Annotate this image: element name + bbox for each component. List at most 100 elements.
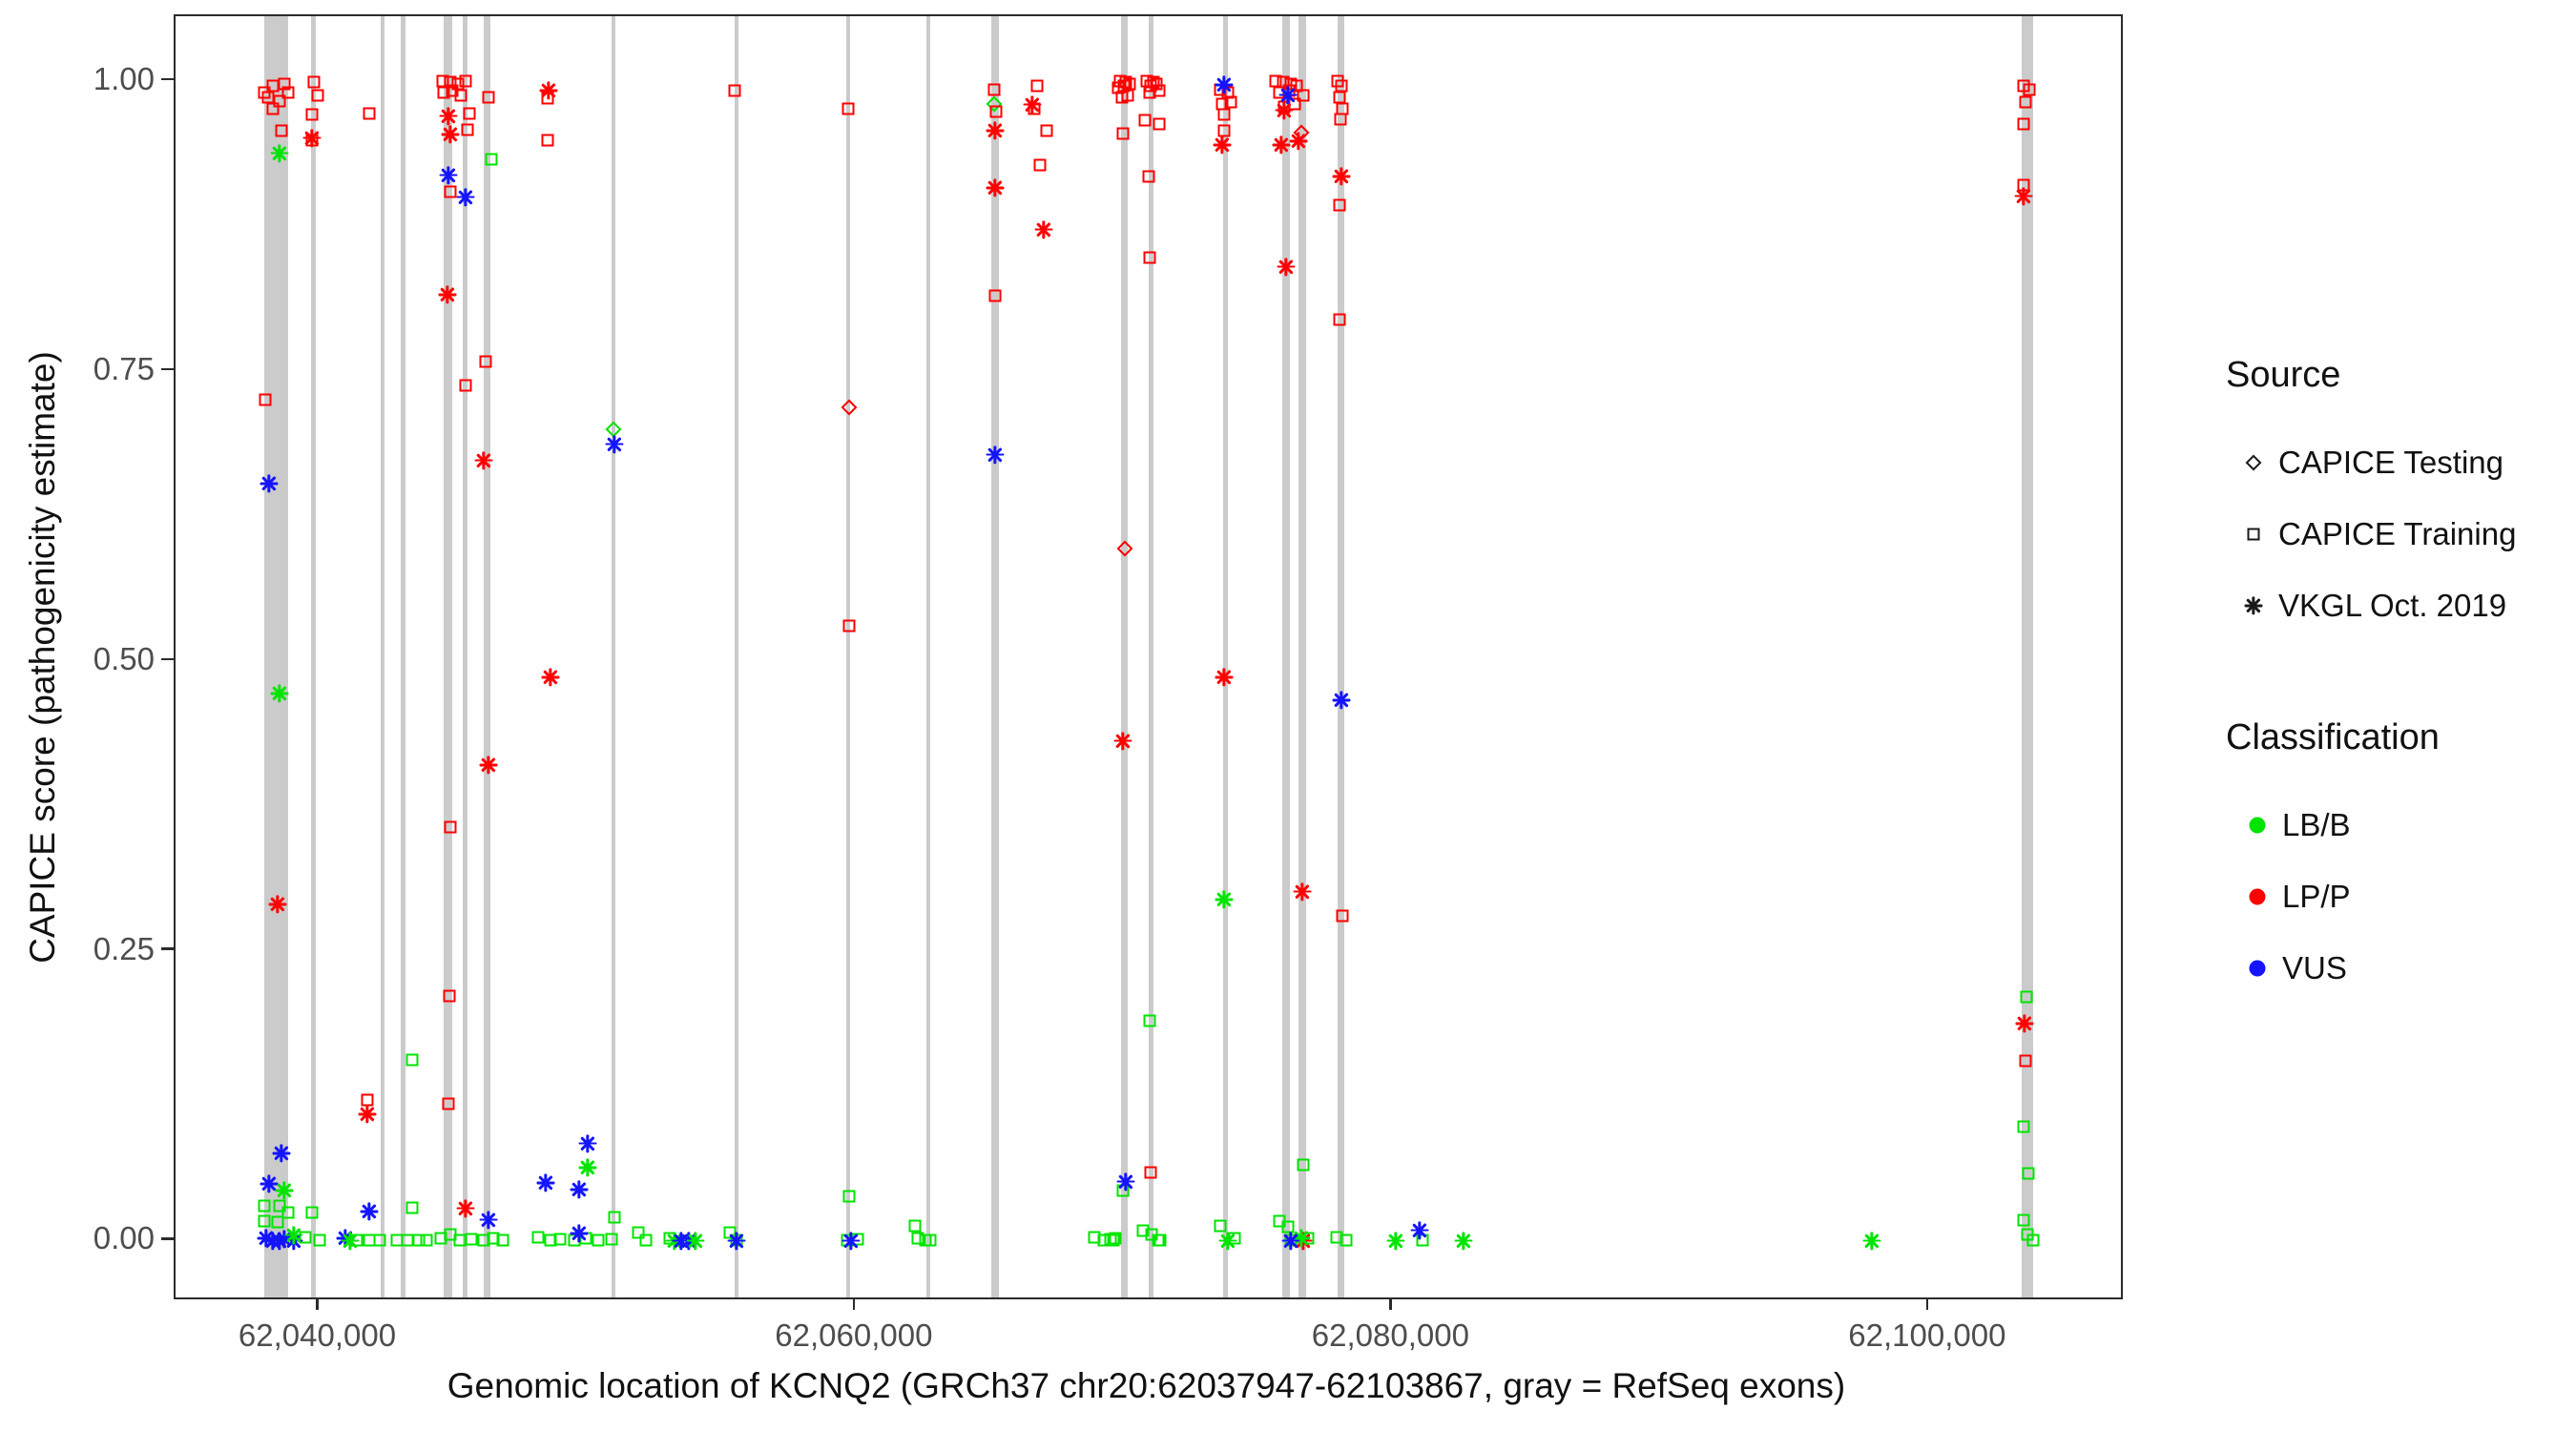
data-point-square-lpp xyxy=(305,108,319,121)
data-point-diamond-lbb xyxy=(605,421,622,438)
data-point-square-lbb xyxy=(465,1233,478,1246)
data-point-asterisk-lpp xyxy=(986,178,1005,197)
data-point-square-lpp xyxy=(1116,127,1129,140)
data-point-square-lpp xyxy=(1290,79,1303,93)
data-point-asterisk-lbb xyxy=(270,684,289,703)
x-axis-tick-label: 62,100,000 xyxy=(1848,1317,2006,1353)
data-point-square-lbb xyxy=(2022,1167,2035,1180)
refseq-exon-bar xyxy=(484,16,491,1297)
data-point-square-lbb xyxy=(911,1232,924,1245)
data-point-asterisk-lpp xyxy=(438,285,457,304)
refseq-exon-bar xyxy=(925,16,930,1297)
data-point-square-lpp xyxy=(363,107,376,120)
refseq-exon-bar xyxy=(381,16,385,1297)
data-point-asterisk-lpp xyxy=(1215,668,1234,687)
data-point-asterisk-vus xyxy=(578,1133,597,1152)
data-point-square-lpp xyxy=(454,89,467,102)
data-point-square-lpp xyxy=(1153,84,1165,97)
data-point-asterisk-lpp xyxy=(1213,135,1232,155)
legend-item-vkgl: VKGL Oct. 2019 xyxy=(2240,588,2506,624)
data-point-square-lpp xyxy=(2019,95,2032,109)
data-point-asterisk-lpp xyxy=(1113,732,1132,751)
data-point-asterisk-lbb xyxy=(1454,1231,1473,1250)
data-point-asterisk-lpp xyxy=(1277,258,1296,277)
data-point-asterisk-lbb xyxy=(686,1231,705,1250)
data-point-square-lpp xyxy=(437,86,450,99)
data-point-square-lpp xyxy=(841,102,855,115)
y-axis-tick xyxy=(161,1237,174,1240)
data-point-asterisk-lbb xyxy=(1862,1231,1881,1250)
legend-item-lbb: LB/B xyxy=(2244,807,2351,843)
data-point-square-lbb xyxy=(405,1053,419,1067)
data-point-square-lpp xyxy=(2019,1054,2032,1068)
data-point-asterisk-lpp xyxy=(439,107,458,126)
data-point-asterisk-lpp xyxy=(2014,186,2033,205)
data-point-square-lbb xyxy=(373,1234,385,1247)
data-point-square-lpp xyxy=(459,74,472,88)
data-point-square-lpp xyxy=(1333,313,1346,326)
data-point-asterisk-vus xyxy=(439,166,458,185)
data-point-square-lpp xyxy=(1121,89,1134,102)
data-point-asterisk-lpp xyxy=(1272,135,1291,155)
data-point-asterisk-vus xyxy=(257,1229,275,1248)
data-point-asterisk-vus xyxy=(986,445,1005,464)
data-point-square-lpp xyxy=(1335,79,1348,93)
data-point-asterisk-vus xyxy=(260,474,279,493)
data-point-square-lpp xyxy=(444,185,457,197)
data-point-square-lpp xyxy=(1030,79,1044,93)
data-point-diamond-lpp xyxy=(1116,540,1133,557)
data-point-asterisk-lpp xyxy=(302,129,322,148)
data-point-square-lpp xyxy=(1269,74,1282,88)
legend-item-lpp: LP/P xyxy=(2244,879,2351,915)
square-icon xyxy=(2240,523,2278,546)
data-point-square-lbb xyxy=(2026,1234,2039,1247)
data-point-asterisk-vus xyxy=(570,1180,589,1199)
data-point-asterisk-lbb xyxy=(284,1225,302,1244)
data-point-square-lpp xyxy=(307,75,321,89)
lpp-dot-icon xyxy=(2244,885,2282,908)
y-axis-tick-label: 0.00 xyxy=(93,1220,155,1256)
data-point-square-lpp xyxy=(444,820,457,834)
data-point-square-lbb xyxy=(258,1199,271,1213)
data-point-square-lbb xyxy=(420,1234,433,1247)
data-point-asterisk-lpp xyxy=(456,1198,474,1217)
data-point-square-lpp xyxy=(266,102,279,115)
legend-item-vus: VUS xyxy=(2244,950,2347,986)
data-point-square-lpp xyxy=(463,107,476,120)
asterisk-icon xyxy=(2240,594,2278,617)
data-point-asterisk-vus xyxy=(1281,1231,1300,1250)
data-point-square-lpp xyxy=(459,379,471,391)
data-point-asterisk-lpp xyxy=(1289,132,1308,151)
data-point-asterisk-lbb xyxy=(578,1158,597,1177)
data-point-square-lpp xyxy=(1144,1166,1156,1179)
data-point-asterisk-vus xyxy=(1410,1221,1429,1240)
refseq-exon-bar xyxy=(735,16,738,1297)
data-point-square-lbb xyxy=(639,1234,653,1247)
x-axis-tick xyxy=(316,1297,319,1310)
data-point-square-lbb xyxy=(723,1226,737,1239)
x-axis-tick xyxy=(1925,1297,1929,1310)
plot-panel xyxy=(174,14,2123,1299)
data-point-square-lbb xyxy=(485,153,498,165)
data-point-square-lpp xyxy=(541,134,554,147)
data-point-square-lpp xyxy=(1142,170,1154,183)
data-point-square-lpp xyxy=(1217,124,1231,137)
legend-classification-title: Classification xyxy=(2226,717,2440,757)
data-point-square-lbb xyxy=(273,1199,286,1213)
x-axis-tick xyxy=(1389,1297,1392,1310)
data-point-square-lpp xyxy=(1224,95,1237,109)
data-point-asterisk-vus xyxy=(1278,86,1297,105)
lbb-dot-icon xyxy=(2244,814,2282,837)
data-point-square-lpp xyxy=(1123,77,1135,90)
data-point-asterisk-vus xyxy=(360,1202,379,1221)
data-point-square-lbb xyxy=(496,1234,509,1247)
data-point-square-lbb xyxy=(1281,1220,1294,1234)
data-point-asterisk-lpp xyxy=(268,895,287,914)
data-point-square-lbb xyxy=(258,1214,271,1228)
data-point-square-lpp xyxy=(461,123,474,136)
data-point-square-lbb xyxy=(299,1231,312,1244)
refseq-exon-bar xyxy=(444,16,453,1297)
diamond-icon xyxy=(2240,451,2278,474)
data-point-asterisk-vus xyxy=(841,1231,861,1250)
refseq-exon-bar xyxy=(401,16,406,1297)
